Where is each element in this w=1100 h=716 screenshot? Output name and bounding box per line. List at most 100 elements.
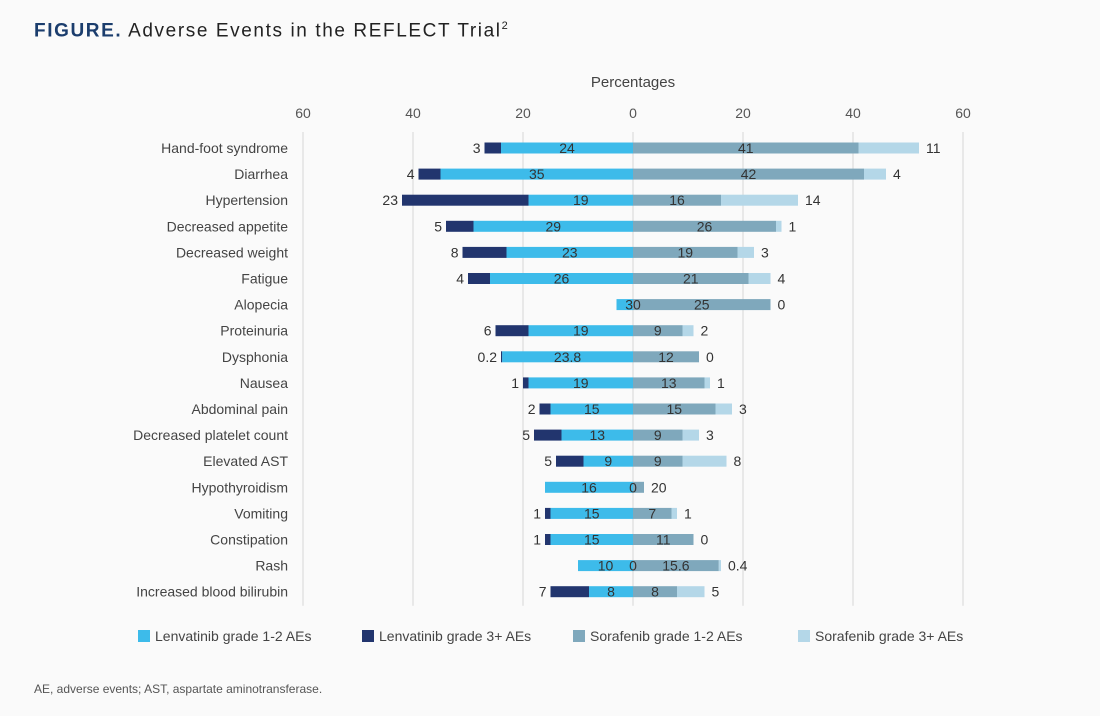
value-label-lenvatinib-grade-1-2: 9	[604, 453, 612, 469]
value-label-lenvatinib-grade-3: 1	[533, 505, 541, 521]
category-label: Hypothyroidism	[192, 479, 288, 495]
legend: Lenvatinib grade 1-2 AEs Lenvatinib grad…	[0, 628, 1100, 648]
bar-lenvatinib-grade-3-hypertension	[402, 194, 529, 206]
bar-lenvatinib-grade-1-2-hand-foot-syndrome	[501, 142, 633, 154]
bar-lenvatinib-grade-1-2-constipation	[550, 534, 633, 545]
legend-item-lenvatinib-grade-1-2: Lenvatinib grade 1-2 AEs	[138, 628, 311, 644]
value-label-sorafenib-grade-3: 0	[706, 349, 714, 365]
value-label-lenvatinib-grade-1-2: 35	[529, 166, 545, 182]
legend-item-lenvatinib-grade-3: Lenvatinib grade 3+ AEs	[362, 628, 531, 644]
bar-sorafenib-grade-1-2-elevated-ast	[633, 455, 683, 467]
value-label-lenvatinib-grade-3: 0.2	[478, 349, 498, 365]
legend-label: Sorafenib grade 3+ AEs	[815, 628, 964, 644]
bar-sorafenib-grade-3-elevated-ast	[682, 455, 727, 467]
value-label-sorafenib-grade-1-2: 9	[654, 323, 662, 339]
bar-lenvatinib-grade-1-2-dysphonia	[502, 351, 633, 363]
footnote: AE, adverse events; AST, aspartate amino…	[34, 682, 323, 696]
value-label-sorafenib-grade-1-2: 9	[654, 427, 662, 443]
value-label-sorafenib-grade-3: 20	[651, 479, 667, 495]
bar-lenvatinib-grade-1-2-increased-blood-bilirubin	[589, 586, 633, 598]
value-label-lenvatinib-grade-3: 4	[407, 166, 415, 182]
value-label-sorafenib-grade-3: 1	[717, 375, 725, 391]
bar-sorafenib-grade-3-increased-blood-bilirubin	[677, 586, 705, 598]
value-label-lenvatinib-grade-1-2: 24	[559, 140, 575, 156]
value-label-lenvatinib-grade-1-2: 19	[573, 323, 589, 339]
category-label: Hypertension	[206, 192, 289, 208]
figure-title-superscript: 2	[501, 20, 508, 32]
x-tick-label: 20	[515, 105, 531, 121]
value-label-sorafenib-grade-3: 0	[701, 532, 709, 548]
value-label-lenvatinib-grade-3: 1	[511, 375, 519, 391]
bar-sorafenib-grade-1-2-proteinuria	[633, 325, 683, 337]
value-label-lenvatinib-grade-3: 8	[451, 244, 459, 260]
x-axis-label: Percentages	[591, 74, 675, 91]
value-label-lenvatinib-grade-1-2: 26	[554, 271, 570, 287]
legend-label: Lenvatinib grade 1-2 AEs	[155, 628, 312, 644]
bar-sorafenib-grade-3-nausea	[704, 377, 710, 389]
value-label-lenvatinib-grade-1-2: 15	[584, 505, 600, 521]
value-label-sorafenib-grade-1-2: 8	[651, 584, 659, 600]
bar-lenvatinib-grade-3-dysphonia	[501, 351, 503, 363]
value-label-lenvatinib-grade-3: 23	[382, 192, 398, 208]
value-label-sorafenib-grade-3: 2	[701, 323, 709, 339]
bar-lenvatinib-grade-3-vomiting	[545, 507, 551, 519]
value-label-sorafenib-grade-3: 5	[712, 584, 720, 600]
category-label: Proteinuria	[220, 323, 288, 339]
value-label-lenvatinib-grade-1-2: 29	[545, 218, 561, 234]
bar-lenvatinib-grade-1-2-elevated-ast	[583, 455, 633, 467]
value-label-sorafenib-grade-3: 0.4	[728, 558, 748, 574]
bar-sorafenib-grade-3-fatigue	[748, 273, 771, 284]
bar-sorafenib-grade-1-2-fatigue	[633, 273, 749, 284]
bar-sorafenib-grade-1-2-rash	[633, 560, 719, 572]
bar-lenvatinib-grade-1-2-hypothyroidism	[545, 481, 633, 493]
bar-sorafenib-grade-1-2-alopecia	[633, 299, 771, 311]
category-label: Hand-foot syndrome	[161, 140, 288, 156]
value-label-lenvatinib-grade-3: 1	[533, 532, 541, 548]
value-label-sorafenib-grade-3: 14	[805, 192, 821, 208]
value-label-sorafenib-grade-1-2: 12	[658, 349, 674, 365]
bar-lenvatinib-grade-3-increased-blood-bilirubin	[550, 586, 589, 598]
legend-label: Sorafenib grade 1-2 AEs	[590, 628, 743, 644]
bar-sorafenib-grade-3-hypertension	[721, 194, 798, 206]
bar-lenvatinib-grade-3-hand-foot-syndrome	[484, 142, 501, 154]
bar-sorafenib-grade-1-2-vomiting	[633, 507, 672, 519]
bar-lenvatinib-grade-3-fatigue	[468, 273, 490, 284]
value-label-lenvatinib-grade-1-2: 15	[584, 532, 600, 548]
x-tick-label: 60	[295, 105, 311, 121]
bars	[402, 142, 919, 598]
adverse-events-chart: Percentages 60 40 20 0 20 40 60 Hand-foot synd…	[133, 74, 971, 606]
bar-sorafenib-grade-1-2-increased-blood-bilirubin	[633, 586, 677, 598]
legend-swatch-sorafenib-grade-1-2	[573, 630, 585, 642]
value-label-sorafenib-grade-3: 3	[761, 244, 769, 260]
bar-lenvatinib-grade-1-2-alopecia	[616, 299, 633, 311]
x-tick-label: 0	[629, 105, 637, 121]
category-label: Increased blood bilirubin	[136, 584, 288, 600]
value-label-sorafenib-grade-3: 8	[734, 453, 742, 469]
value-label-sorafenib-grade-1-2: 15.6	[662, 558, 689, 574]
category-label: Decreased platelet count	[133, 427, 288, 443]
value-label-lenvatinib-grade-1-2: 23.8	[554, 349, 581, 365]
bar-lenvatinib-grade-3-decreased-weight	[462, 246, 507, 258]
bar-sorafenib-grade-3-decreased-weight	[737, 246, 754, 258]
bar-sorafenib-grade-1-2-decreased-weight	[633, 246, 738, 258]
value-label-lenvatinib-grade-3: 5	[522, 427, 530, 443]
figure-title-text: Adverse Events in the REFLECT Trial	[128, 20, 502, 42]
bar-lenvatinib-grade-1-2-fatigue	[490, 273, 633, 284]
value-label-sorafenib-grade-1-2: 15	[666, 401, 682, 417]
bar-lenvatinib-grade-3-decreased-platelet-count	[534, 429, 562, 441]
value-label-sorafenib-grade-1-2: 42	[741, 166, 757, 182]
category-label: Diarrhea	[234, 166, 288, 182]
legend-item-sorafenib-grade-1-2: Sorafenib grade 1-2 AEs	[573, 628, 743, 644]
bar-sorafenib-grade-3-vomiting	[671, 507, 677, 519]
bar-lenvatinib-grade-3-nausea	[523, 377, 529, 389]
bar-sorafenib-grade-3-abdominal-pain	[715, 403, 732, 415]
value-label-sorafenib-grade-3: 4	[893, 166, 901, 182]
value-label-lenvatinib-grade-3: 2	[528, 401, 536, 417]
value-label-sorafenib-grade-1-2: 26	[697, 218, 713, 234]
category-label: Abdominal pain	[191, 401, 288, 417]
bar-lenvatinib-grade-1-2-hypertension	[528, 194, 633, 206]
value-label-lenvatinib-grade-1-2: 19	[573, 192, 589, 208]
value-label-sorafenib-grade-1-2: 41	[738, 140, 754, 156]
bar-lenvatinib-grade-1-2-proteinuria	[528, 325, 633, 337]
